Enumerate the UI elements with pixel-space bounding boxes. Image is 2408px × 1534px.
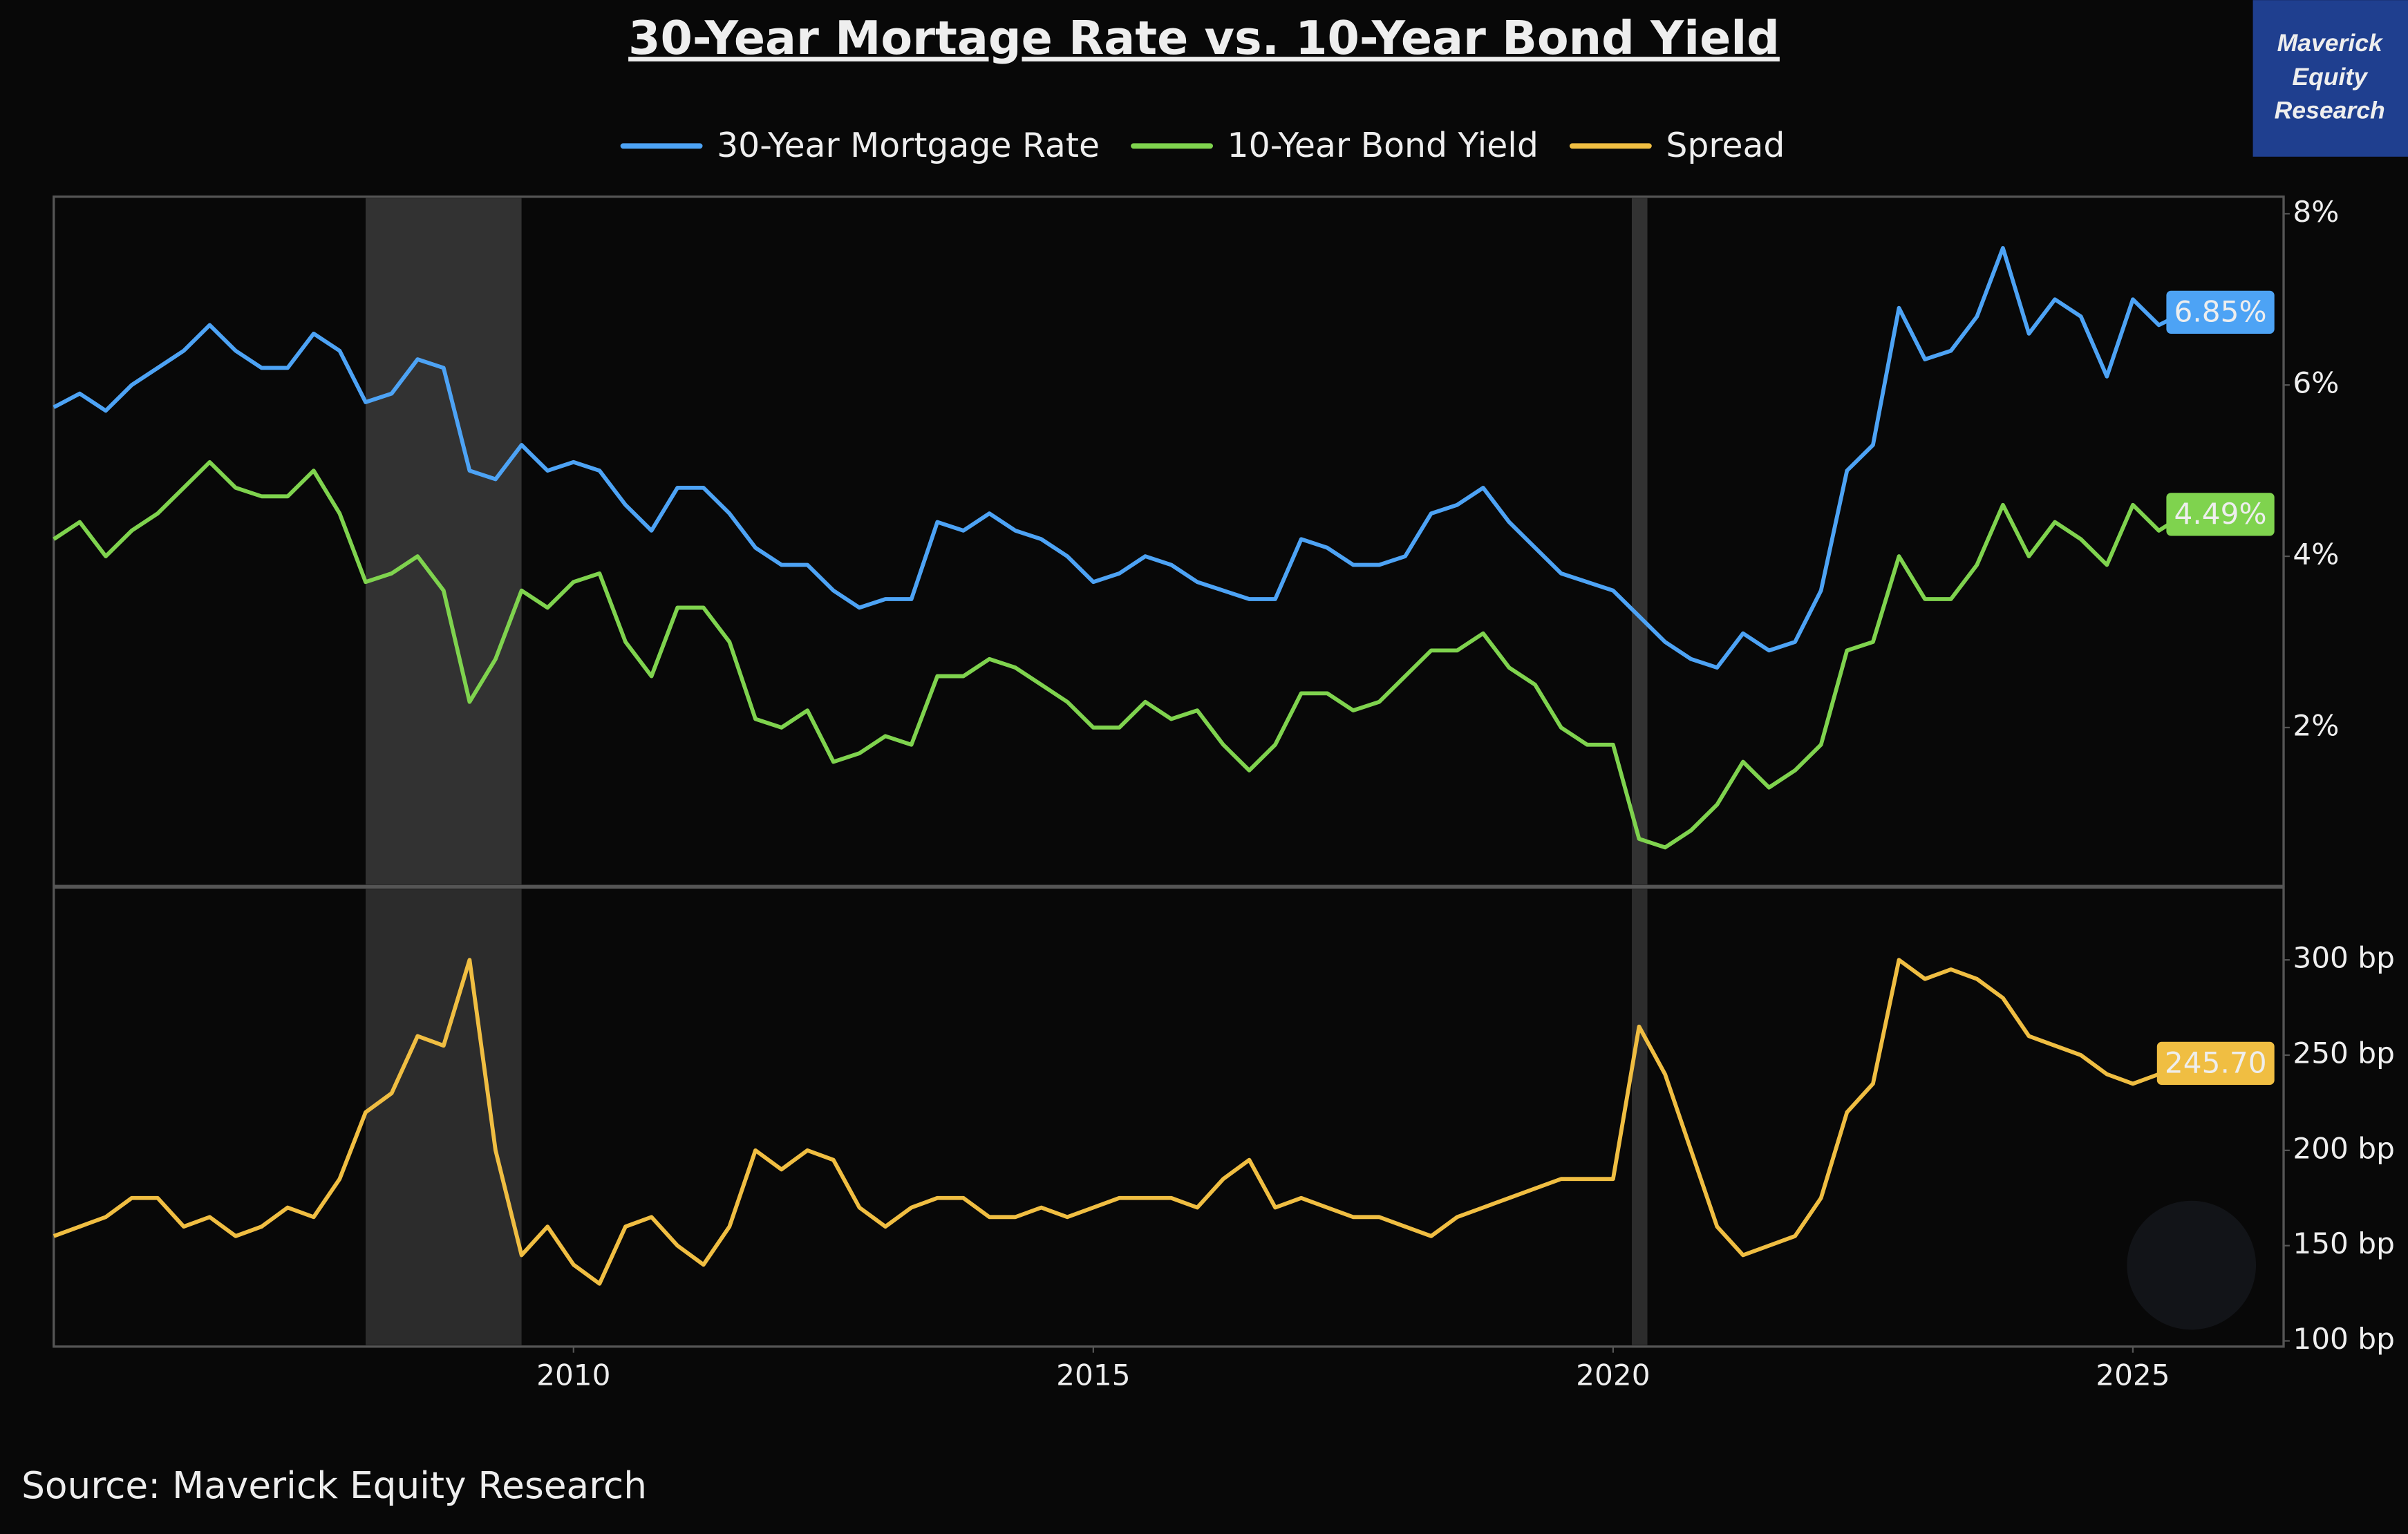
logo-text: Research	[2275, 97, 2385, 124]
y-tick-label: 300 bp	[2293, 941, 2395, 975]
y-tick-label: 6%	[2293, 366, 2339, 400]
plot-area: 2% 4% 6% 8% 6.85% 4.49% 100 bp 150 bp 200 bp 250 …	[53, 126, 2395, 1392]
legend-label: Spread	[1666, 126, 1785, 165]
end-label: 245.70	[2165, 1046, 2267, 1080]
panel-frame	[53, 195, 2285, 887]
y-tick-label: 150 bp	[2293, 1227, 2395, 1260]
end-label: 4.49%	[2174, 497, 2267, 531]
shaded-period	[1631, 198, 1648, 884]
shaded-period	[365, 889, 522, 1345]
y-tick-label: 8%	[2293, 195, 2339, 229]
logo-text: Equity	[2292, 63, 2369, 91]
chart-title: 30-Year Mortage Rate vs. 10-Year Bond Yi…	[628, 11, 1780, 65]
y-tick-label: 200 bp	[2293, 1131, 2395, 1165]
logo-text: Maverick	[2277, 29, 2384, 57]
end-label-box	[2166, 290, 2275, 334]
logo-box	[2252, 0, 2408, 157]
series-line	[53, 246, 2186, 670]
y-tick-label: 4%	[2293, 538, 2339, 571]
legend-label: 30-Year Mortgage Rate	[717, 126, 1100, 165]
x-tick-label: 2010	[536, 1358, 610, 1392]
y-tick-label: 2%	[2293, 708, 2339, 742]
series-line	[53, 958, 2186, 1286]
shaded-period	[365, 198, 522, 884]
end-label-box	[2166, 493, 2275, 536]
end-label: 6.85%	[2174, 295, 2267, 329]
x-tick-label: 2015	[1056, 1358, 1130, 1392]
watermark	[2127, 1200, 2257, 1330]
x-tick-label: 2025	[2096, 1358, 2170, 1392]
y-tick-label: 100 bp	[2293, 1322, 2395, 1356]
end-label-box	[2156, 1041, 2275, 1085]
panel-frame	[53, 886, 2285, 1348]
legend-label: 10-Year Bond Yield	[1227, 126, 1539, 165]
x-tick-label: 2020	[1576, 1358, 1650, 1392]
source-note: Source: Maverick Equity Research	[21, 1464, 647, 1507]
series-line	[53, 460, 2186, 850]
y-tick-label: 250 bp	[2293, 1036, 2395, 1070]
shaded-period	[1631, 889, 1648, 1345]
